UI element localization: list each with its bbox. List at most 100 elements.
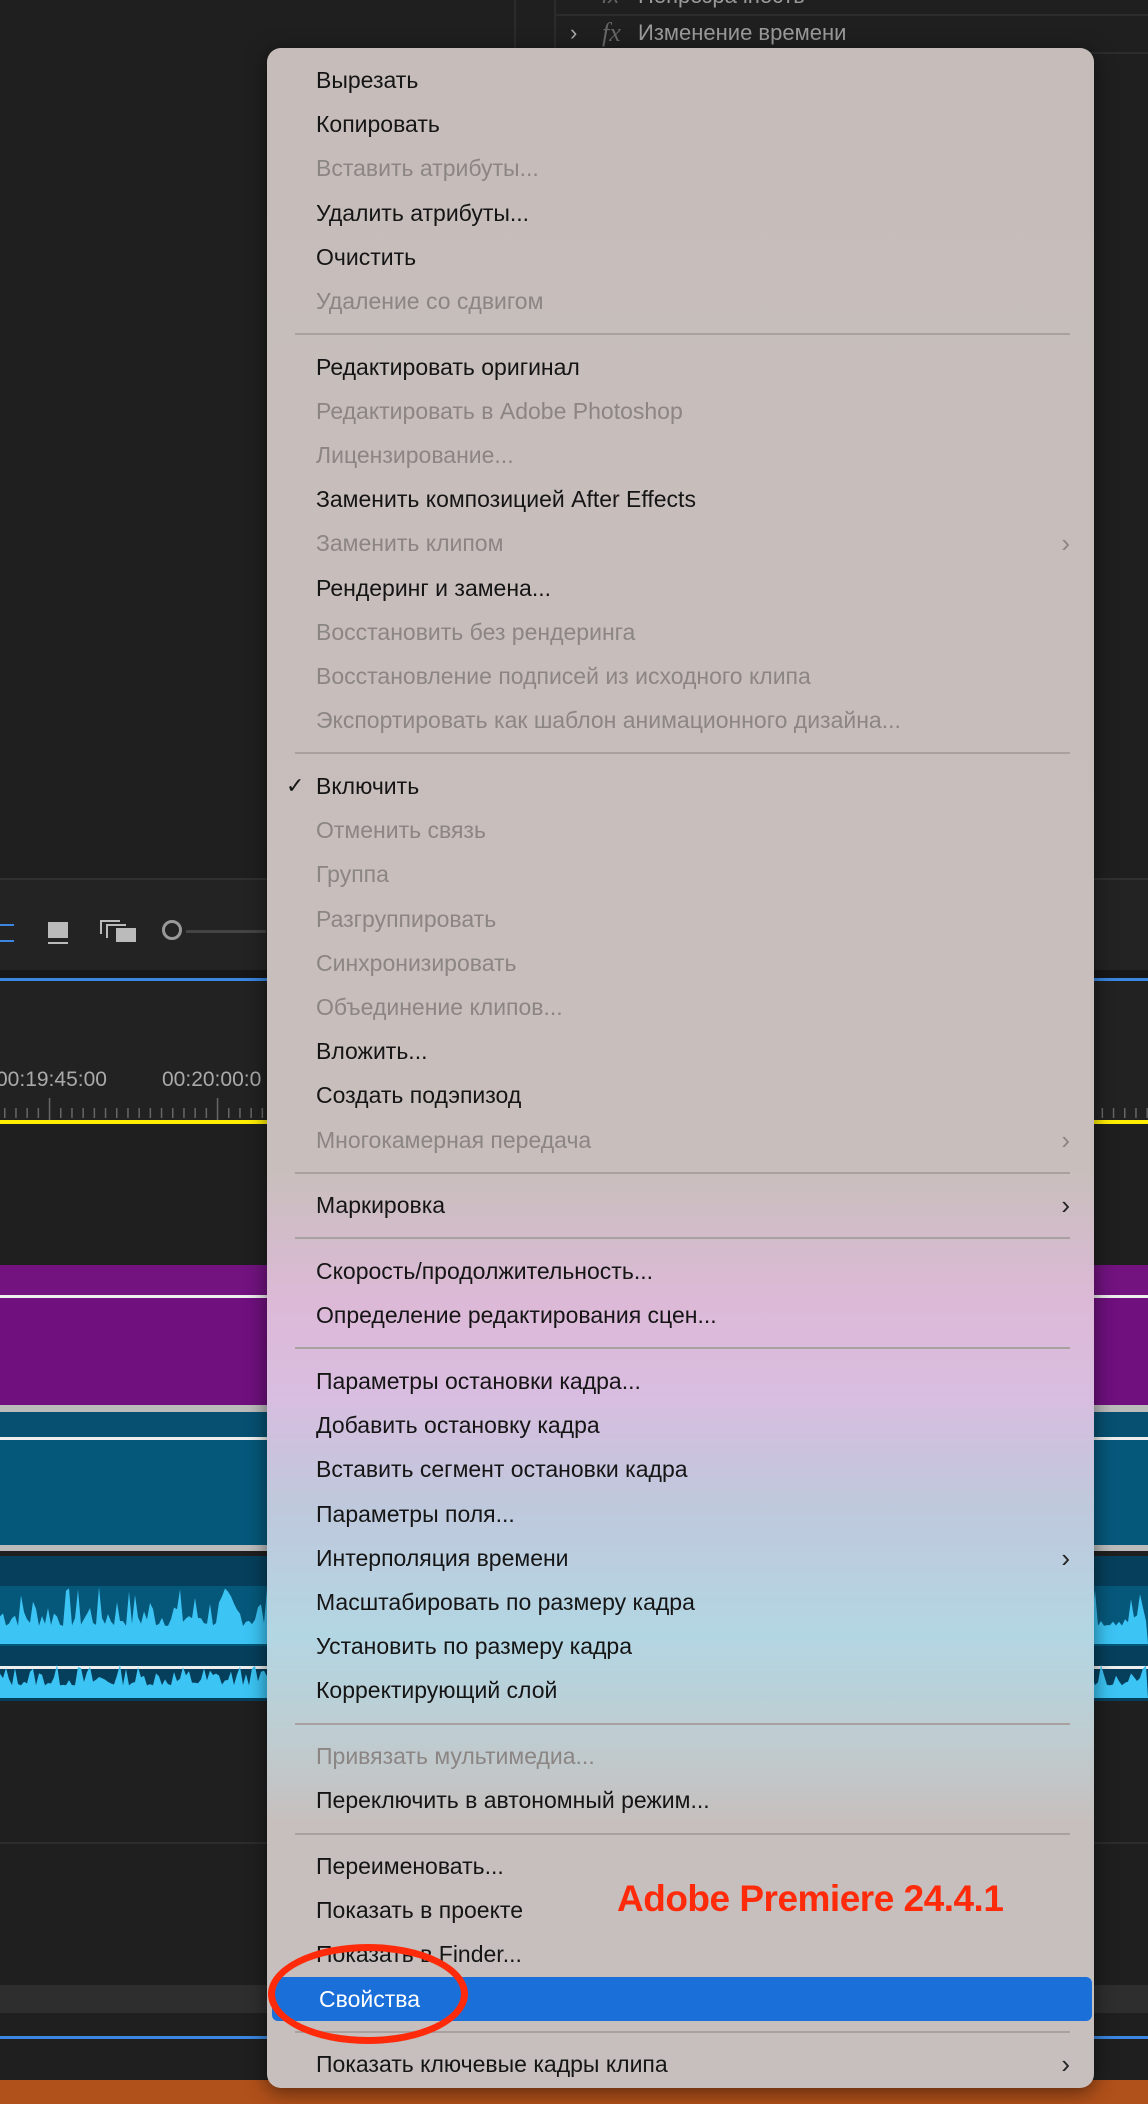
menu-item: Отменить связь: [269, 808, 1092, 852]
menu-separator: [267, 742, 1094, 764]
fx-icon: fx: [602, 18, 621, 47]
menu-item[interactable]: Показать в проекте: [269, 1888, 1092, 1932]
ruler-tick: [1101, 1108, 1104, 1118]
menu-item-label: Переключить в автономный режим...: [316, 1787, 710, 1814]
ruler-tick: [15, 1108, 17, 1118]
menu-item-label: Включить: [316, 773, 420, 799]
menu-item[interactable]: Добавить остановку кадра: [269, 1403, 1092, 1447]
ruler-tick: [93, 1108, 96, 1118]
effect-label: Изменение времени: [638, 20, 847, 45]
menu-item: Привязать мультимедиа...: [269, 1734, 1092, 1778]
menu-item-label: Объединение клипов...: [316, 993, 563, 1020]
menu-item-label: Редактировать оригинал: [316, 353, 580, 380]
ruler-tick: [216, 1098, 219, 1120]
ruler-tick: [116, 1108, 118, 1118]
ruler-tick: [60, 1108, 62, 1118]
menu-item[interactable]: Параметры поля...: [269, 1492, 1092, 1536]
menu-item[interactable]: Масштабировать по размеру кадра: [269, 1580, 1092, 1624]
chevron-right-icon: ›: [1061, 528, 1070, 559]
menu-item[interactable]: Параметры остановки кадра...: [269, 1359, 1092, 1403]
multi-clip-icon[interactable]: [100, 920, 136, 942]
annotation-label: Adobe Premiere 24.4.1: [617, 1878, 1004, 1919]
chevron-right-icon: ›: [1061, 2049, 1070, 2080]
menu-item-label: Интерполяция времени: [316, 1544, 569, 1571]
ruler-tick: [250, 1108, 252, 1118]
menu-item-label: Редактировать в Adobe Photoshop: [316, 397, 683, 424]
menu-item-label: Удаление со сдвигом: [316, 287, 544, 314]
ruler-tick: [172, 1108, 174, 1118]
menu-item[interactable]: Вставить сегмент остановки кадра: [269, 1447, 1092, 1491]
ruler-tick: [48, 1098, 51, 1120]
menu-separator: [267, 1337, 1094, 1359]
timecode-label: 00:19:45:00: [0, 1068, 107, 1091]
menu-item: Восстановить без рендеринга: [269, 610, 1092, 654]
ruler-tick: [26, 1108, 28, 1118]
menu-item[interactable]: Редактировать оригинал: [269, 345, 1092, 389]
menu-item-label: Параметры поля...: [316, 1500, 515, 1527]
menu-item[interactable]: Переключить в автономный режим...: [269, 1778, 1092, 1822]
menu-item: Синхронизировать: [269, 941, 1092, 985]
ruler-tick: [261, 1108, 264, 1118]
menu-item[interactable]: Рендеринг и замена...: [269, 566, 1092, 610]
menu-item: Группа: [269, 852, 1092, 896]
chevron-right-icon: ›: [1061, 1542, 1070, 1573]
ruler-tick: [138, 1108, 140, 1118]
ruler-tick: [37, 1108, 40, 1118]
menu-item[interactable]: Вложить...: [269, 1029, 1092, 1073]
menu-item-label: Привязать мультимедиа...: [316, 1743, 595, 1770]
menu-item-label: Вставить сегмент остановки кадра: [316, 1456, 688, 1483]
menu-item[interactable]: Создать подэпизод: [269, 1073, 1092, 1117]
menu-item[interactable]: ✓ Включить: [269, 764, 1092, 808]
zoom-slider-handle[interactable]: [162, 920, 182, 940]
ruler-tick: [160, 1108, 163, 1118]
monitor-icon[interactable]: [48, 922, 68, 942]
ruler-tick: [205, 1108, 208, 1118]
ruler-tick: [4, 1108, 6, 1118]
menu-separator: [267, 1823, 1094, 1845]
ruler-tick: [82, 1108, 84, 1118]
menu-item-label: Показать в проекте: [316, 1897, 523, 1924]
menu-item[interactable]: Установить по размеру кадра: [269, 1624, 1092, 1668]
menu-item-label: Вставить атрибуты...: [316, 155, 539, 182]
menu-item[interactable]: Заменить композицией After Effects: [269, 477, 1092, 521]
menu-item[interactable]: Корректирующий слой: [269, 1668, 1092, 1712]
menu-item-label: Очистить: [316, 243, 417, 270]
menu-item[interactable]: Очистить: [269, 235, 1092, 279]
ruler-tick: [1146, 1108, 1148, 1118]
menu-item-label: Корректирующий слой: [316, 1677, 558, 1704]
menu-item: Редактировать в Adobe Photoshop: [269, 389, 1092, 433]
menu-item-label: Параметры остановки кадра...: [316, 1368, 641, 1395]
menu-item: Заменить клипом ›: [269, 521, 1092, 565]
menu-item: Лицензирование...: [269, 433, 1092, 477]
effect-row-opacity[interactable]: fx Непрозрачность: [556, 0, 1148, 16]
menu-item-label: Показать ключевые кадры клипа: [316, 2051, 668, 2078]
menu-separator: [267, 1227, 1094, 1249]
menu-item[interactable]: Копировать: [269, 102, 1092, 146]
fx-icon: fx: [602, 0, 619, 14]
menu-item[interactable]: Скорость/продолжительность...: [269, 1249, 1092, 1293]
menu-item: Объединение клипов...: [269, 985, 1092, 1029]
menu-item[interactable]: Переименовать...: [269, 1844, 1092, 1888]
menu-item-label: Заменить композицией After Effects: [316, 486, 696, 513]
menu-item[interactable]: Интерполяция времени ›: [269, 1536, 1092, 1580]
chevron-right-icon[interactable]: ›: [570, 20, 578, 45]
menu-item: Вставить атрибуты...: [269, 146, 1092, 190]
menu-item-label: Вложить...: [316, 1038, 428, 1065]
menu-item[interactable]: Показать ключевые кадры клипа ›: [269, 2042, 1092, 2086]
ruler-tick: [71, 1108, 73, 1118]
menu-item-label: Группа: [316, 861, 389, 888]
menu-item[interactable]: Вырезать: [269, 58, 1092, 102]
menu-item[interactable]: Маркировка ›: [269, 1183, 1092, 1227]
menu-item[interactable]: Удалить атрибуты...: [269, 191, 1092, 235]
context-menu: Вырезать Копировать Вставить атрибуты... Уд…: [267, 48, 1094, 2088]
track-icon[interactable]: [0, 924, 14, 942]
menu-item: Восстановление подписей из исходного кли…: [269, 654, 1092, 698]
menu-item-label: Маркировка: [316, 1192, 446, 1219]
menu-item-label: Определение редактирования сцен...: [316, 1302, 717, 1329]
ruler-tick: [228, 1108, 230, 1118]
menu-item-label: Скорость/продолжительность...: [316, 1258, 653, 1285]
effect-label: Непрозрачность: [638, 0, 805, 14]
zoom-slider-track[interactable]: [186, 930, 266, 933]
menu-separator: [267, 323, 1094, 345]
menu-item[interactable]: Определение редактирования сцен...: [269, 1293, 1092, 1337]
